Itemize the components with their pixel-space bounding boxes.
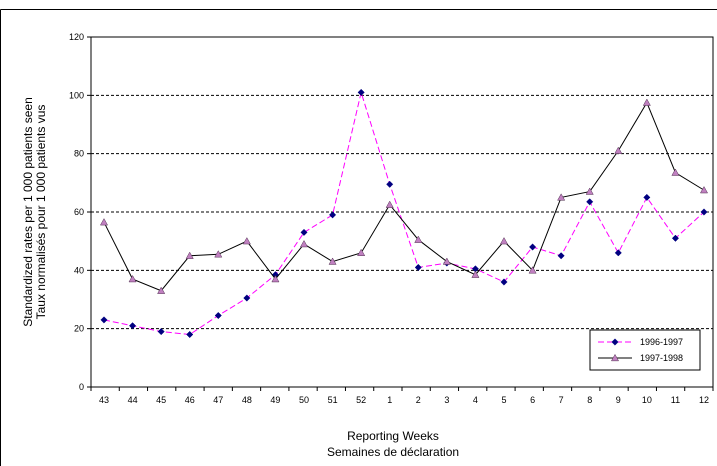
data-point bbox=[700, 208, 708, 216]
legend: 1996-1997 1997-1998 bbox=[589, 329, 701, 371]
grid bbox=[91, 94, 713, 330]
data-point bbox=[100, 316, 108, 324]
legend-box bbox=[589, 329, 701, 371]
data-point bbox=[557, 193, 566, 201]
legend-items: 1996-1997 1997-1998 bbox=[598, 337, 683, 363]
x-tick-label: 10 bbox=[642, 395, 652, 405]
x-axis-title-line2: Semaines de déclaration bbox=[327, 445, 459, 459]
data-point bbox=[357, 248, 366, 256]
data-point bbox=[186, 330, 194, 339]
data-point bbox=[528, 266, 537, 274]
x-tick-label: 12 bbox=[699, 395, 709, 405]
data-point bbox=[357, 88, 365, 96]
y-axis-title-line2: Taux normalisés pour 1 000 patients vus bbox=[34, 105, 48, 320]
x-tick-label: 11 bbox=[671, 395, 680, 405]
legend-label: 1996-1997 bbox=[640, 337, 683, 347]
data-point bbox=[499, 237, 509, 245]
data-point bbox=[157, 328, 165, 336]
data-point bbox=[585, 187, 594, 195]
x-tick-label: 52 bbox=[356, 395, 366, 405]
data-point bbox=[99, 218, 109, 226]
data-point bbox=[500, 278, 508, 286]
x-tick-label: 51 bbox=[328, 395, 338, 405]
y-tick-label: 0 bbox=[79, 382, 84, 392]
data-point bbox=[214, 311, 222, 320]
x-tick-label: 45 bbox=[156, 395, 166, 405]
data-point bbox=[300, 228, 308, 236]
data-point bbox=[671, 168, 680, 176]
x-tick-label: 43 bbox=[99, 395, 109, 405]
x-tick-label: 47 bbox=[213, 395, 223, 405]
x-tick-label: 49 bbox=[270, 395, 280, 405]
x-tick-label: 44 bbox=[128, 395, 138, 405]
data-point bbox=[214, 250, 223, 258]
data-point bbox=[614, 249, 622, 257]
y-tick-label: 100 bbox=[69, 90, 84, 100]
data-point bbox=[385, 200, 394, 208]
data-point bbox=[557, 252, 565, 260]
x-tick-label: 48 bbox=[242, 395, 252, 405]
data-point bbox=[614, 146, 623, 154]
data-point bbox=[643, 193, 651, 201]
data-point bbox=[157, 286, 166, 294]
y-tick-label: 20 bbox=[74, 324, 84, 334]
data-point bbox=[271, 274, 280, 283]
x-tick-label: 7 bbox=[559, 395, 564, 405]
data-point bbox=[414, 263, 422, 271]
x-tick-label: 4 bbox=[473, 395, 478, 405]
x-tick-label: 9 bbox=[616, 395, 621, 405]
data-point bbox=[386, 180, 394, 188]
data-point bbox=[129, 322, 137, 330]
x-tick-label: 46 bbox=[185, 395, 195, 405]
data-point bbox=[243, 294, 251, 302]
data-point bbox=[328, 257, 337, 265]
data-point bbox=[642, 98, 651, 106]
x-axis-ticks: 43 44 45 46 47 48 49 50 51 52 1 2 3 4 5 6 7 8 9 10 11 12 bbox=[90, 387, 714, 405]
x-tick-label: 8 bbox=[587, 395, 592, 405]
series-line bbox=[103, 101, 705, 292]
x-tick-label: 6 bbox=[530, 395, 535, 405]
x-tick-label: 50 bbox=[299, 395, 309, 405]
data-point bbox=[185, 251, 194, 259]
x-tick-label: 3 bbox=[444, 395, 449, 405]
legend-marker bbox=[610, 353, 620, 362]
data-point bbox=[329, 211, 337, 219]
data-point bbox=[299, 239, 309, 248]
x-axis-title-line1: Reporting Weeks bbox=[347, 429, 439, 443]
data-point bbox=[699, 186, 709, 194]
legend-marker bbox=[611, 338, 619, 346]
series-1 bbox=[99, 98, 709, 294]
y-tick-label: 80 bbox=[74, 149, 84, 159]
x-tick-label: 2 bbox=[416, 395, 421, 405]
data-point bbox=[414, 235, 423, 243]
data-point bbox=[671, 234, 679, 242]
x-tick-label: 1 bbox=[387, 395, 392, 405]
data-point bbox=[586, 198, 594, 206]
legend-label: 1997-1998 bbox=[640, 353, 683, 363]
x-tick-label: 5 bbox=[501, 395, 506, 405]
series-0 bbox=[100, 88, 708, 339]
series-line bbox=[103, 90, 705, 336]
y-tick-label: 40 bbox=[74, 265, 84, 275]
series bbox=[99, 88, 709, 339]
data-point bbox=[529, 243, 537, 251]
y-axis-title-line1: Standardized rates per 1 000 patients se… bbox=[21, 97, 35, 327]
y-tick-label: 120 bbox=[69, 32, 84, 42]
data-point bbox=[242, 237, 251, 245]
data-point bbox=[442, 257, 451, 265]
data-point bbox=[128, 274, 137, 283]
y-tick-label: 60 bbox=[74, 207, 84, 217]
y-axis-ticks: 0 20 40 60 80 100 120 bbox=[69, 32, 91, 392]
data-point bbox=[471, 270, 480, 278]
